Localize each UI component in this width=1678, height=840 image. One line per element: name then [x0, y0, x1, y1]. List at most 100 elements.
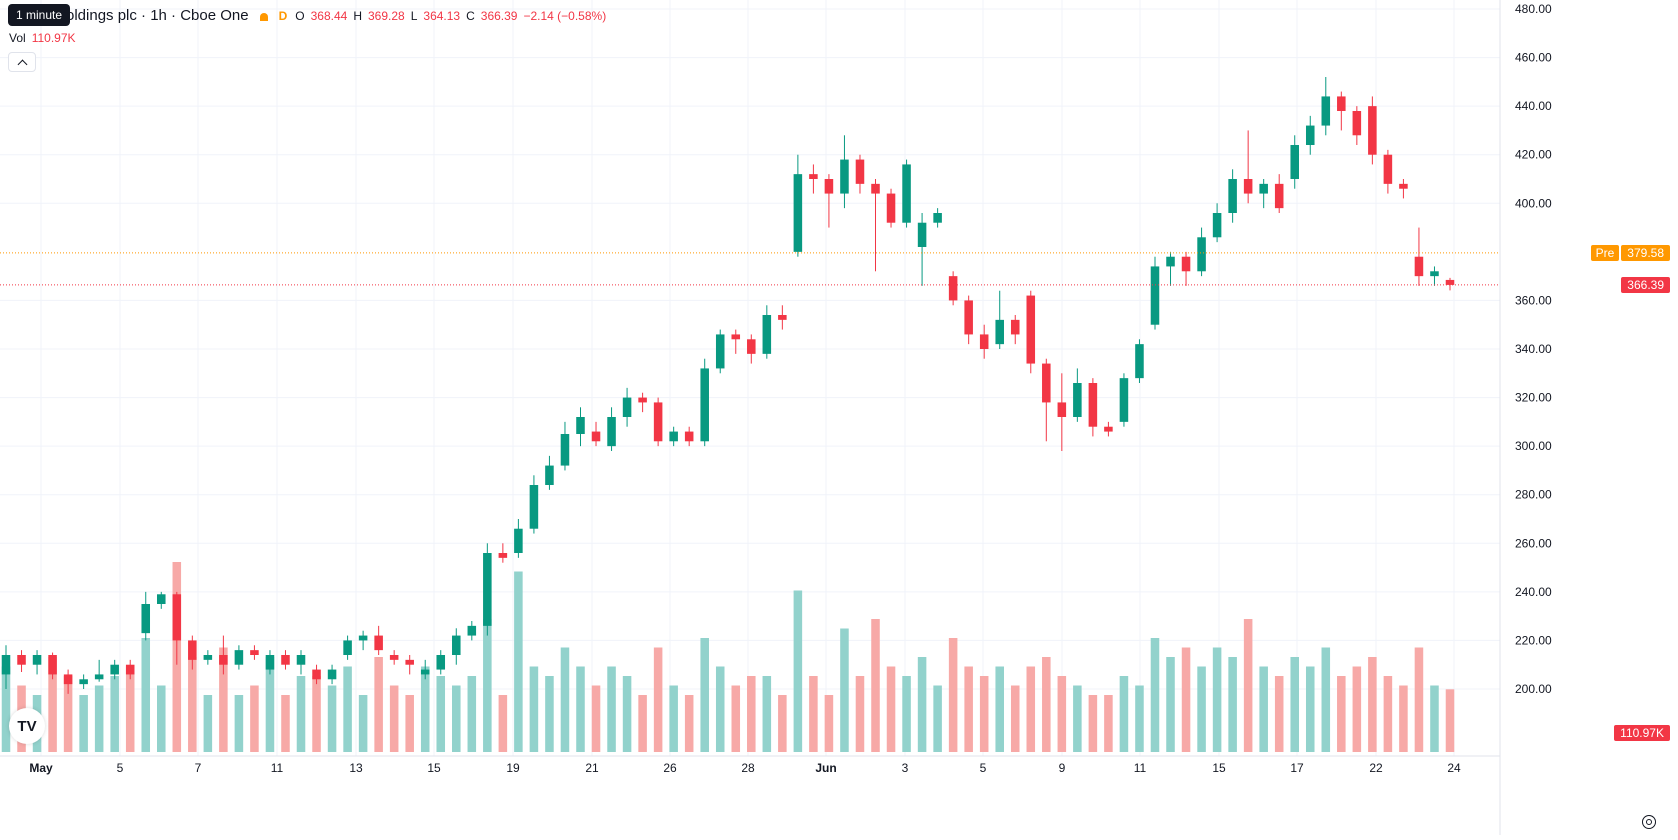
candle-body: [1166, 256, 1175, 267]
volume-bar: [809, 676, 818, 752]
volume-bar: [886, 666, 896, 752]
volume-bar: [948, 638, 958, 752]
candle-body: [514, 528, 523, 553]
volume-bar: [1414, 647, 1424, 752]
volume-bar: [281, 695, 290, 752]
volume-value: 110.97K: [31, 31, 76, 45]
candle-body: [1305, 125, 1315, 145]
collapse-legend-button[interactable]: [8, 52, 36, 72]
candle-body: [125, 664, 135, 675]
candle-body: [156, 594, 166, 604]
volume-bar: [203, 695, 213, 752]
x-tick-label: 13: [349, 761, 363, 775]
candle-body: [1010, 319, 1020, 335]
candle-body: [917, 222, 927, 247]
volume-bar: [389, 685, 399, 752]
volume-bar: [1243, 619, 1253, 752]
x-tick-label: 24: [1447, 761, 1461, 775]
volume-bar: [964, 666, 973, 752]
candle-body: [17, 655, 26, 665]
y-tick-label: 240.00: [1515, 585, 1552, 599]
candle-body: [1150, 266, 1160, 325]
tradingview-logo-icon[interactable]: TV: [9, 708, 45, 744]
x-tick-label: 22: [1369, 761, 1383, 775]
x-tick-label: 5: [980, 761, 987, 775]
candle-body: [296, 655, 306, 665]
candle-body: [63, 674, 73, 685]
y-tick-label: 300.00: [1515, 439, 1552, 453]
x-tick-label: 7: [195, 761, 202, 775]
symbol-title[interactable]: oldings plc · 1h · Cboe One: [66, 7, 249, 24]
volume-bar: [778, 695, 787, 752]
y-tick-label: 200.00: [1515, 682, 1552, 696]
candle-body: [715, 334, 725, 369]
volume-bar: [436, 676, 446, 752]
settings-icon[interactable]: [1642, 815, 1656, 829]
volume-bar: [855, 676, 865, 752]
candle-body: [731, 334, 741, 340]
x-tick-label: May: [29, 761, 53, 775]
candle-body: [1290, 145, 1300, 179]
volume-bar: [1197, 666, 1206, 752]
close-value: 366.39: [480, 8, 518, 23]
candle-body: [902, 164, 911, 223]
x-tick-label: 5: [117, 761, 124, 775]
candle-body: [684, 431, 694, 442]
volume-bar: [1010, 685, 1020, 752]
volume-bar: [793, 590, 803, 752]
open-value: 368.44: [310, 8, 348, 23]
candle-body: [560, 434, 570, 466]
candle-body: [203, 655, 213, 660]
candle-body: [1274, 183, 1284, 209]
candle-body: [700, 368, 709, 442]
volume-bar: [234, 695, 244, 752]
last-price-tag: 366.39: [1621, 276, 1670, 293]
chevron-up-icon: [17, 59, 27, 69]
x-tick-label: 15: [1212, 761, 1226, 775]
high-value: 369.28: [368, 8, 405, 23]
volume-bar: [715, 666, 725, 752]
candle-body: [747, 339, 756, 354]
candle-body: [1057, 402, 1067, 417]
volume-bar: [1399, 685, 1408, 752]
ohlc-values: O 368.44 H 369.28 L 364.13 C 366.39 −2.14 (−…: [295, 9, 606, 23]
candle-body: [467, 625, 477, 636]
y-tick-label: 400.00: [1515, 196, 1552, 210]
candle-body: [545, 465, 554, 485]
volume-bar: [420, 666, 430, 752]
volume-tag-value: 110.97K: [1614, 725, 1670, 741]
volume-bar: [296, 676, 306, 752]
volume-bar: [1, 666, 11, 752]
candle-body: [1119, 378, 1129, 422]
candle-body: [762, 315, 772, 354]
volume-bar: [840, 628, 849, 752]
volume-bar: [1104, 695, 1113, 752]
candle-body: [312, 669, 321, 680]
volume-bar: [1088, 695, 1098, 752]
volume-bar: [343, 666, 352, 752]
volume-bar: [405, 695, 414, 752]
low-value: 364.13: [423, 8, 461, 23]
volume-bar: [1368, 657, 1377, 752]
volume-bar: [1383, 676, 1393, 752]
session-badge[interactable]: D: [278, 8, 288, 23]
candle-body: [1259, 183, 1268, 194]
candle-body: [405, 659, 414, 665]
volume-bar: [1026, 666, 1036, 752]
candle-body: [669, 431, 678, 442]
volume-bar: [188, 657, 197, 752]
y-tick-label: 420.00: [1515, 148, 1552, 162]
volume-bar: [1352, 666, 1362, 752]
volume-bar: [607, 666, 616, 752]
volume-bar: [79, 695, 88, 752]
candle-body: [498, 553, 508, 558]
x-tick-label: 11: [1134, 761, 1147, 775]
candle-body: [452, 635, 461, 655]
x-tick-label: 28: [741, 761, 755, 775]
candle-body: [638, 397, 647, 403]
volume-bar: [1321, 647, 1331, 752]
candle-body: [188, 640, 197, 660]
